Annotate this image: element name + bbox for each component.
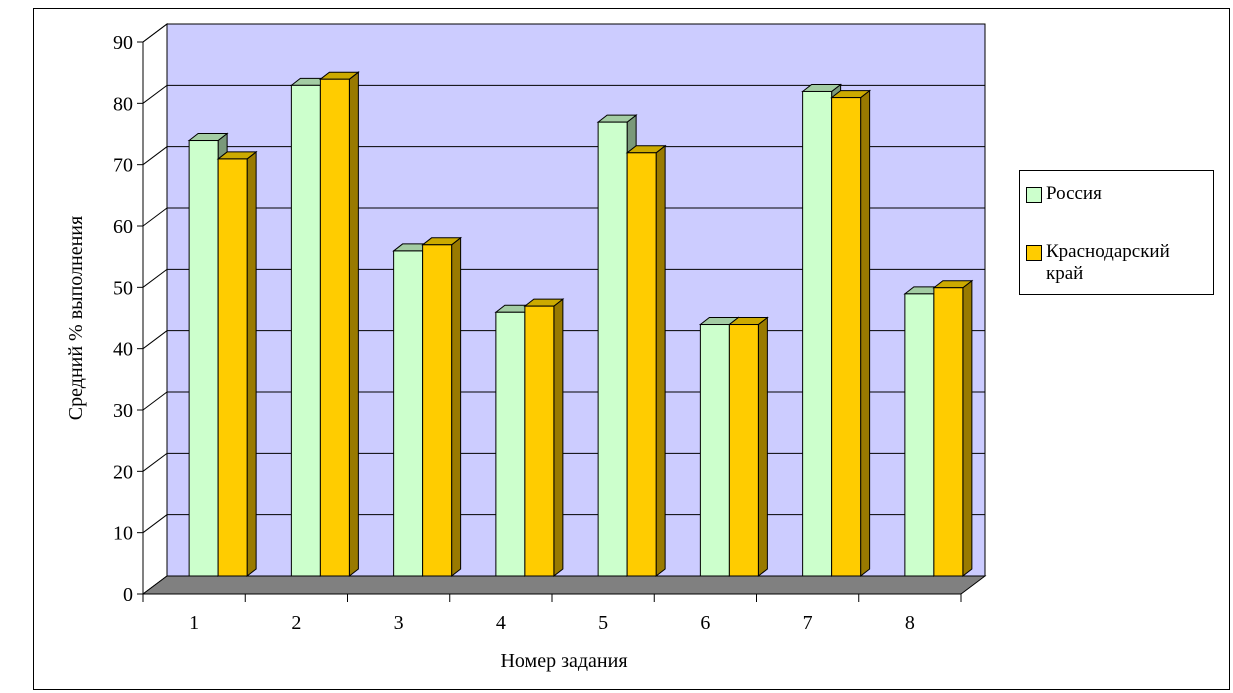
- x-tick-label: 6: [700, 612, 710, 634]
- bar-Краснодарский край-5: [626, 152, 657, 577]
- bar-Россия-2: [290, 84, 321, 577]
- y-tick-label: 10: [113, 523, 133, 545]
- y-tick-label: 30: [113, 400, 133, 422]
- bar-side-Краснодарский край-5: [655, 144, 666, 578]
- bar-Краснодарский край-8: [933, 287, 964, 577]
- x-axis-title: Номер задания: [500, 650, 627, 672]
- y-tick-label: 40: [113, 339, 133, 361]
- bar-Краснодарский край-4: [524, 305, 555, 577]
- y-tick-label: 90: [113, 32, 133, 54]
- bar-side-Краснодарский край-7: [860, 89, 871, 578]
- bar-Краснодарский край-7: [831, 97, 862, 577]
- bar-side-Краснодарский край-8: [962, 279, 973, 578]
- x-tick-label: 8: [905, 612, 915, 634]
- bar-Россия-1: [188, 140, 219, 577]
- gridline: [142, 23, 985, 43]
- y-axis-title: Средний % выполнения: [65, 216, 87, 420]
- bar-Краснодарский край-2: [319, 78, 350, 577]
- bar-Россия-5: [597, 121, 628, 577]
- legend-item-krasnodar: Краснодарский край: [1026, 241, 1211, 285]
- bar-side-Краснодарский край-4: [553, 298, 564, 578]
- y-tick-label: 60: [113, 216, 133, 238]
- y-tick-label: 50: [113, 277, 133, 299]
- legend-item-russia: Россия: [1026, 183, 1102, 205]
- bar-side-Краснодарский край-2: [348, 71, 359, 578]
- chart-legend: Россия Краснодарский край: [1019, 170, 1214, 295]
- x-tick-label: 4: [496, 612, 506, 634]
- x-tick-label: 2: [291, 612, 301, 634]
- legend-swatch-krasnodar: [1026, 245, 1042, 261]
- x-tick-label: 7: [803, 612, 813, 634]
- bar-side-Краснодарский край-1: [246, 150, 257, 578]
- bar-Краснодарский край-1: [217, 158, 248, 577]
- legend-label-krasnodar: Краснодарский край: [1046, 241, 1170, 284]
- y-tick-label: 80: [113, 93, 133, 115]
- x-tick-label: 3: [394, 612, 404, 634]
- y-tick-label: 20: [113, 461, 133, 483]
- bar-Краснодарский край-3: [422, 244, 453, 577]
- bar-Россия-8: [904, 293, 935, 577]
- bar-side-Краснодарский край-3: [451, 236, 462, 578]
- gridline: [142, 207, 985, 227]
- legend-label-russia: Россия: [1046, 183, 1102, 204]
- bar-Россия-7: [802, 90, 833, 577]
- y-tick-label: 0: [123, 584, 133, 606]
- bar-Россия-4: [495, 311, 526, 577]
- gridline: [142, 84, 985, 104]
- bar-Краснодарский край-6: [728, 324, 759, 577]
- x-tick-label: 1: [189, 612, 199, 634]
- floor: [141, 575, 987, 595]
- x-tick-label: 5: [598, 612, 608, 634]
- legend-swatch-russia: [1026, 187, 1042, 203]
- bar-Россия-6: [699, 324, 730, 577]
- bar-Россия-3: [393, 250, 424, 577]
- gridline: [142, 268, 985, 288]
- side-wall: [142, 23, 168, 595]
- y-tick-label: 70: [113, 155, 133, 177]
- bar-side-Краснодарский край-6: [757, 316, 768, 578]
- gridline: [142, 146, 985, 166]
